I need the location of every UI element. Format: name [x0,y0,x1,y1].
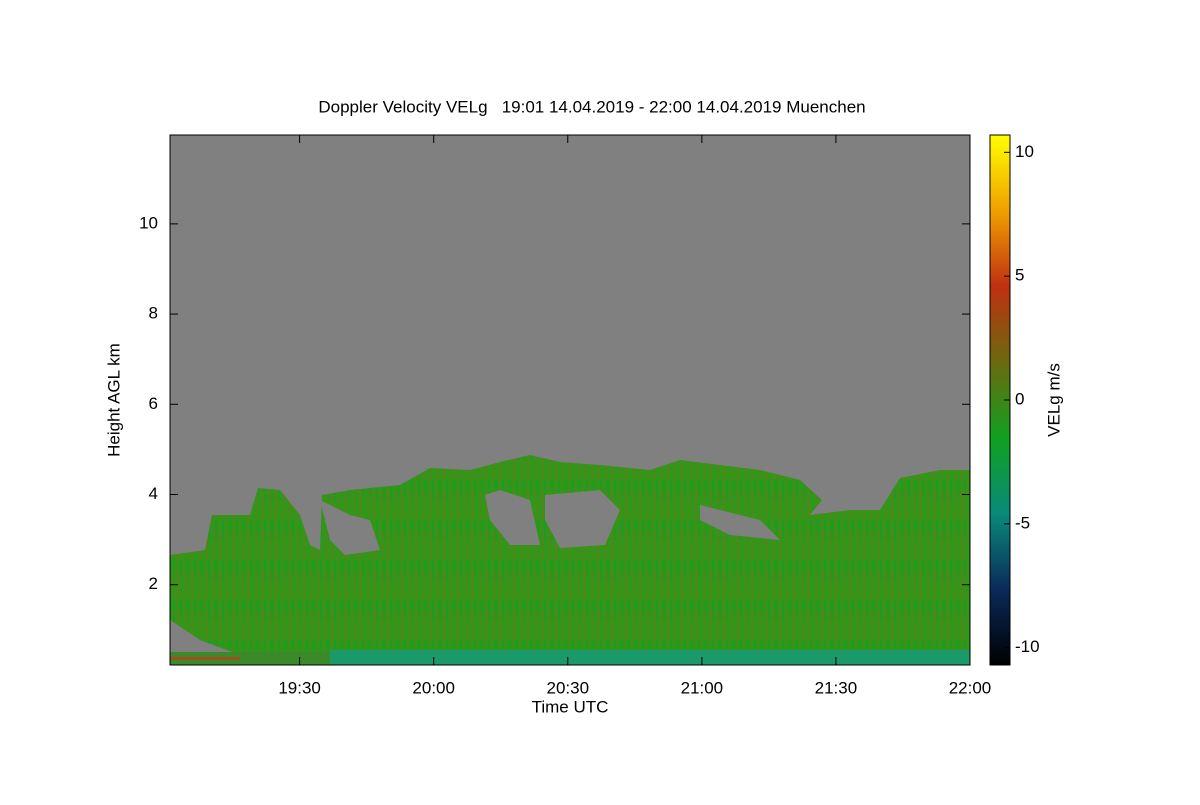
colorbar-tick-label: 0 [1015,389,1024,408]
x-tick-label: 21:30 [815,678,858,697]
colorbar-tick-label: -5 [1015,513,1030,532]
y-tick-label: 6 [149,394,158,413]
x-tick-label: 19:30 [278,678,321,697]
y-tick-label: 10 [139,213,158,232]
y-tick-label: 8 [149,304,158,323]
plot-frame [169,134,971,666]
y-tick-label: 4 [149,484,158,503]
x-tick-label: 20:00 [412,678,455,697]
x-tick-label: 21:00 [681,678,724,697]
chart-title: Doppler Velocity VELg 19:01 14.04.2019 -… [318,97,865,116]
y-tick-label: 2 [149,574,158,593]
colorbar-tick-label: -10 [1015,637,1040,656]
y-axis-label: Height AGL km [104,343,123,457]
x-tick-label: 20:30 [546,678,589,697]
x-axis-label: Time UTC [532,697,609,716]
x-tick-label: 22:00 [949,678,992,697]
colorbar-label: VELg m/s [1044,363,1063,437]
colorbar-tick-label: 5 [1015,266,1024,285]
colorbar-tick-label: 10 [1015,142,1034,161]
velocity-field [170,455,970,665]
